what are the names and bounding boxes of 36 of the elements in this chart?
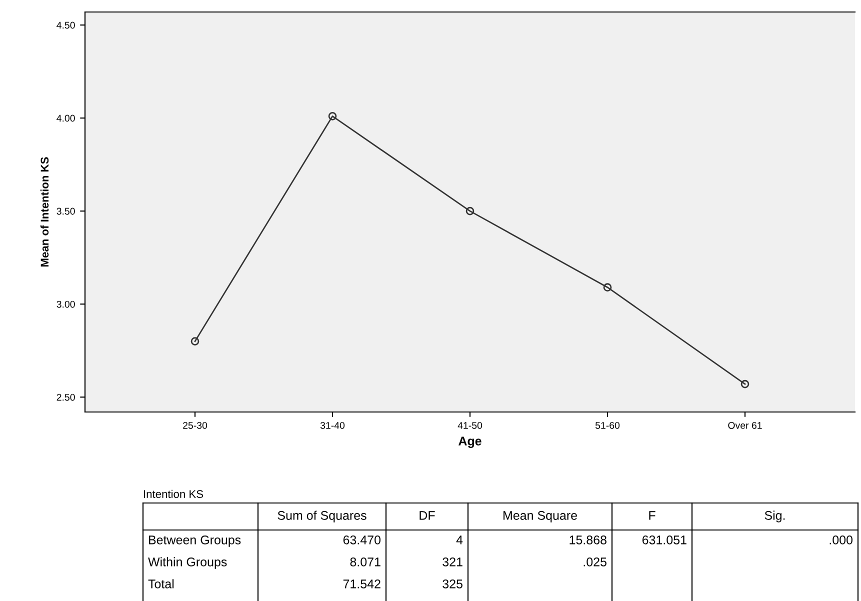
text: 4 <box>456 536 463 544</box>
category-label: Sig. <box>764 510 785 522</box>
y-tick-label: 2.50 <box>56 394 75 401</box>
point <box>603 283 612 292</box>
point <box>328 112 337 120</box>
text: 631.051 <box>642 536 686 544</box>
text: Intention KS <box>144 490 204 498</box>
y-tick-label: 4.00 <box>56 114 75 122</box>
y-tick-label: 3.50 <box>56 208 75 215</box>
text: 71.542 <box>343 580 380 588</box>
y-axis-title: Mean of Intention KS <box>40 157 49 266</box>
text: 15.868 <box>570 536 606 544</box>
text: 325 <box>442 580 462 588</box>
category-label: DF <box>420 511 435 520</box>
category-label: Total <box>148 579 174 588</box>
text: 321 <box>442 558 462 566</box>
point <box>740 380 750 388</box>
text: .000 <box>830 536 853 544</box>
category-label: Within Groups <box>148 557 227 569</box>
x-tick-label: 25-30 <box>183 422 208 429</box>
x-tick-label: 41-50 <box>458 422 482 429</box>
category-label: Sum of Squares <box>278 510 366 522</box>
point <box>190 337 200 346</box>
category-label: Between Groups <box>149 536 241 547</box>
text: 8.071 <box>350 558 380 566</box>
text: 63.470 <box>343 536 381 544</box>
category-label: F <box>649 511 656 520</box>
x-axis-title: Age <box>458 436 482 448</box>
x-tick-label: Over 61 <box>728 422 762 429</box>
text: .025 <box>584 558 606 566</box>
category-label: Mean Square <box>504 511 577 522</box>
x-tick-label: 51-60 <box>595 422 620 429</box>
y-tick-label: 4.50 <box>56 22 75 29</box>
y-tick-label: 3.00 <box>56 300 75 308</box>
x-tick-label: 31-40 <box>320 422 345 429</box>
point <box>466 206 474 216</box>
